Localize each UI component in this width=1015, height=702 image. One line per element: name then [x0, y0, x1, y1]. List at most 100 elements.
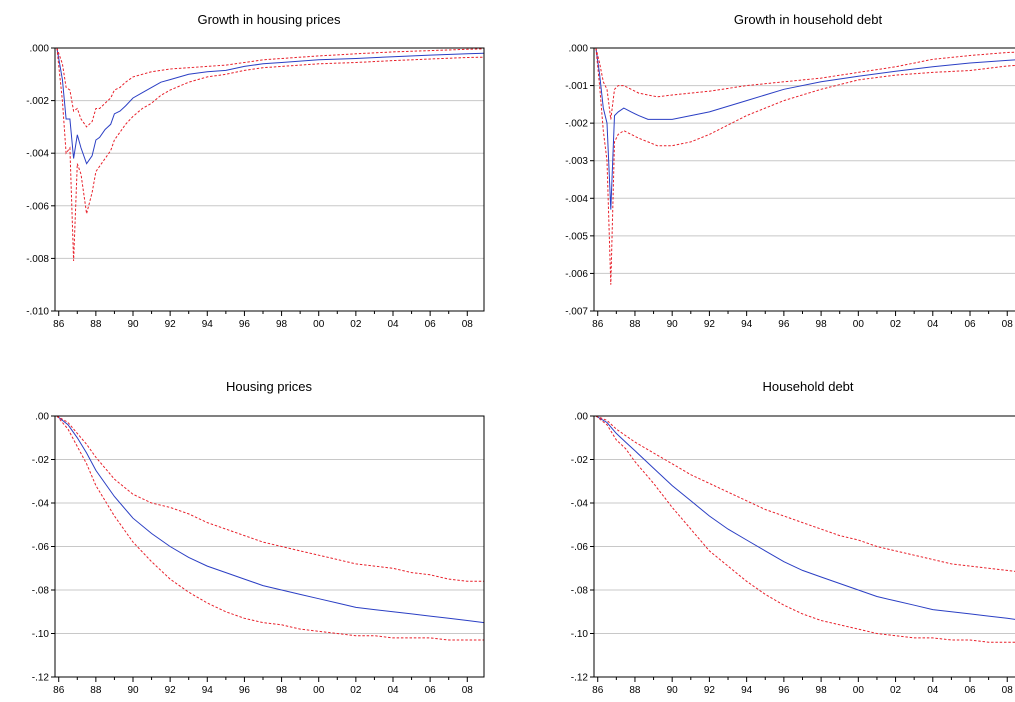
response-line	[56, 47, 484, 165]
x-tick-label: 00	[853, 685, 865, 696]
y-tick-label: -.008	[26, 254, 49, 265]
x-tick-label: 92	[165, 685, 177, 696]
x-tick-label: 88	[90, 685, 102, 696]
x-tick-label: 98	[276, 319, 288, 330]
y-tick-label: -.04	[32, 499, 50, 510]
x-tick-label: 08	[462, 319, 474, 330]
x-tick-label: 98	[276, 685, 288, 696]
y-tick-label: .000	[30, 44, 50, 55]
x-tick-label: 96	[778, 685, 790, 696]
x-tick-label: 88	[90, 319, 102, 330]
x-tick-label: 92	[704, 685, 716, 696]
panel-household-debt: Household debt .00 -.02 -.04 -.06 -.08 -.10 -.…	[571, 379, 1015, 696]
x-tick-label: 08	[462, 685, 474, 696]
panel-title: Housing prices	[226, 379, 312, 394]
x-tick-label: 08	[1002, 319, 1014, 330]
lower-band-line	[595, 47, 1015, 285]
y-tick-label: -.005	[565, 231, 588, 242]
x-tick-label: 04	[927, 319, 939, 330]
y-tick-label: -.08	[571, 586, 589, 597]
upper-band-line	[56, 415, 484, 582]
x-tick-label: 86	[592, 319, 604, 330]
x-tick-label: 92	[165, 319, 177, 330]
x-tick-label: 02	[350, 685, 362, 696]
panel-title: Growth in housing prices	[197, 12, 341, 27]
panel-housing-prices: Housing prices .00 -.02 -.04 -.06 -.08 -.10 -.…	[32, 379, 485, 696]
x-tick-label: 06	[964, 319, 976, 330]
y-tick-label: -.007	[565, 307, 588, 318]
x-tick-label: 96	[239, 685, 251, 696]
response-line	[56, 415, 484, 624]
plot-frame	[54, 47, 485, 312]
panel-title: Growth in household debt	[734, 12, 883, 27]
y-tick-label: -.10	[32, 629, 50, 640]
upper-band-line	[595, 415, 1015, 572]
x-tick-label: 02	[890, 685, 902, 696]
x-tick-label: 90	[127, 319, 139, 330]
x-tick-label: 88	[629, 685, 641, 696]
panel-growth-housing-prices: Growth in housing prices .000 -.002 -.004 -…	[26, 12, 485, 330]
upper-band-line	[56, 47, 484, 128]
x-tick-label: 94	[741, 319, 753, 330]
x-tick-label: 96	[239, 319, 251, 330]
x-tick-label: 90	[667, 685, 679, 696]
lower-band-line	[56, 47, 484, 262]
x-tick-label: 02	[350, 319, 362, 330]
y-tick-label: -.06	[571, 542, 589, 553]
y-tick-label: -.010	[26, 307, 49, 318]
y-tick-label: -.12	[32, 673, 50, 684]
x-tick-label: 08	[1002, 685, 1014, 696]
x-tick-label: 00	[853, 319, 865, 330]
y-tick-label: -.006	[565, 269, 588, 280]
x-tick-label: 90	[127, 685, 139, 696]
panel-growth-household-debt: Growth in household debt .000 -.001 -.002 -…	[565, 12, 1015, 330]
y-tick-label: -.002	[26, 96, 49, 107]
x-tick-label: 86	[53, 319, 65, 330]
y-tick-label: -.02	[32, 455, 50, 466]
y-tick-label: .00	[35, 412, 49, 423]
x-tick-label: 06	[425, 685, 437, 696]
x-tick-label: 86	[53, 685, 65, 696]
lower-band-line	[56, 415, 484, 641]
x-tick-label: 92	[704, 319, 716, 330]
x-tick-label: 86	[592, 685, 604, 696]
x-tick-label: 98	[816, 319, 828, 330]
y-tick-label: -.001	[565, 81, 588, 92]
y-tick-label: -.08	[32, 586, 50, 597]
y-tick-label: .000	[569, 44, 589, 55]
y-tick-label: -.04	[571, 499, 589, 510]
x-tick-label: 04	[387, 685, 399, 696]
upper-band-line	[595, 47, 1015, 120]
x-tick-label: 96	[778, 319, 790, 330]
y-tick-label: -.004	[26, 149, 49, 160]
x-tick-label: 06	[425, 319, 437, 330]
plot-frame	[593, 415, 1015, 678]
x-tick-label: 94	[202, 319, 214, 330]
plot-frame	[593, 47, 1015, 312]
x-tick-label: 00	[313, 319, 325, 330]
x-tick-label: 00	[313, 685, 325, 696]
y-tick-label: -.004	[565, 194, 588, 205]
x-tick-label: 04	[927, 685, 939, 696]
x-tick-label: 06	[964, 685, 976, 696]
response-line	[595, 415, 1015, 620]
lower-band-line	[595, 415, 1015, 643]
x-tick-label: 98	[816, 685, 828, 696]
y-tick-label: -.06	[32, 542, 50, 553]
y-tick-label: -.003	[565, 156, 588, 167]
x-tick-label: 04	[387, 319, 399, 330]
y-tick-label: -.10	[571, 629, 589, 640]
y-tick-label: -.002	[565, 119, 588, 130]
y-tick-label: -.02	[571, 455, 589, 466]
x-tick-label: 94	[202, 685, 214, 696]
x-tick-label: 90	[667, 319, 679, 330]
panel-title: Household debt	[762, 379, 853, 394]
x-tick-label: 94	[741, 685, 753, 696]
x-tick-label: 02	[890, 319, 902, 330]
plot-frame	[54, 415, 485, 678]
y-tick-label: -.12	[571, 673, 589, 684]
y-tick-label: -.006	[26, 201, 49, 212]
y-tick-label: .00	[574, 412, 588, 423]
x-tick-label: 88	[629, 319, 641, 330]
